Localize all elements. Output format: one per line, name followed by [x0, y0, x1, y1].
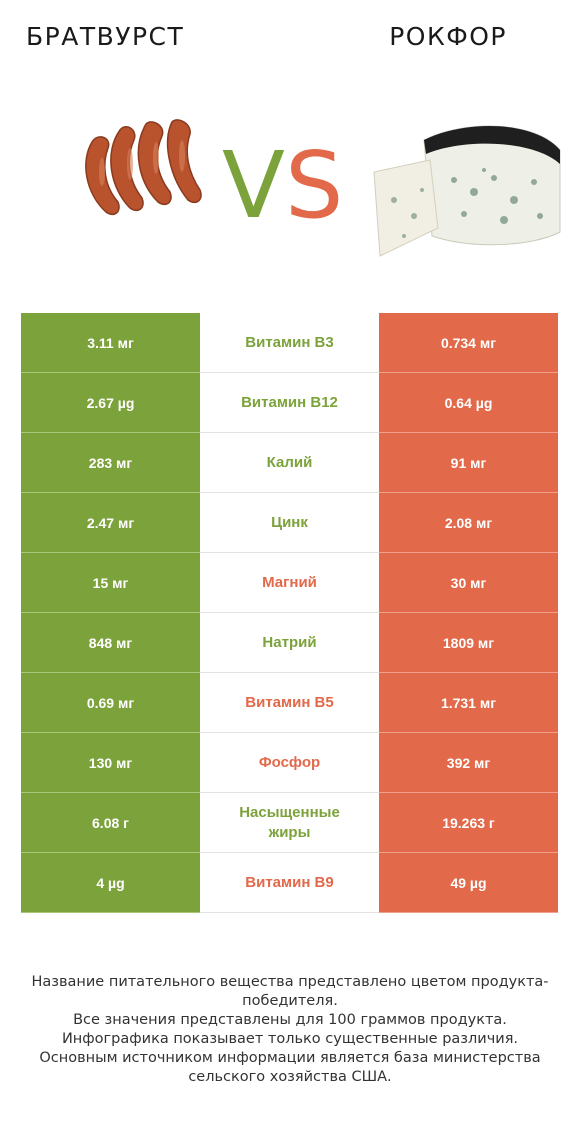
nutrient-name: Калий [200, 433, 379, 493]
table-row: 0.69 мг Витамин B5 1.731 мг [21, 673, 558, 733]
right-value: 19.263 г [379, 793, 558, 853]
nutrient-name-label: Витамин B3 [245, 333, 334, 351]
left-product-title: БРАТВУРСТ [26, 22, 185, 51]
vs-s-letter: S [284, 132, 344, 239]
nutrient-name: Витамин B5 [200, 673, 379, 733]
nutrient-comparison-table: 3.11 мг Витамин B3 0.734 мг 2.67 µg Витамин … [21, 313, 558, 913]
nutrient-name: Натрий [200, 613, 379, 673]
roquefort-image [373, 125, 561, 257]
left-value: 6.08 г [21, 793, 200, 853]
nutrient-name-label: Калий [266, 453, 313, 471]
nutrient-name: Витамин B3 [200, 313, 379, 373]
left-value: 0.69 мг [21, 673, 200, 733]
nutrient-name: Фосфор [200, 733, 379, 793]
table-row: 3.11 мг Витамин B3 0.734 мг [21, 313, 558, 373]
footer-line-2: Все значения представлены для 100 граммо… [73, 1012, 507, 1028]
right-value: 1809 мг [379, 613, 558, 673]
left-value: 130 мг [21, 733, 200, 793]
vs-label: VS [222, 140, 343, 232]
left-value: 4 µg [21, 853, 200, 913]
footer-line-3: Инфографика показывает только существенн… [61, 1031, 519, 1047]
footer-line-1: Название питательного вещества представл… [31, 974, 549, 1009]
nutrient-name-label: Фосфор [258, 753, 321, 771]
right-value: 30 мг [379, 553, 558, 613]
right-value: 49 µg [379, 853, 558, 913]
table-row: 4 µg Витамин B9 49 µg [21, 853, 558, 913]
footer-line-4: Основным источником информации является … [39, 1050, 541, 1085]
left-value: 2.47 мг [21, 493, 200, 553]
table-row: 15 мг Магний 30 мг [21, 553, 558, 613]
table-row: 130 мг Фосфор 392 мг [21, 733, 558, 793]
nutrient-name: Витамин B12 [200, 373, 379, 433]
table-row: 2.67 µg Витамин B12 0.64 µg [21, 373, 558, 433]
nutrient-name-label: Витамин B5 [245, 693, 334, 711]
nutrient-name-label: Натрий [262, 633, 317, 651]
left-value: 283 мг [21, 433, 200, 493]
nutrient-name-label: Магний [262, 573, 317, 591]
right-value: 392 мг [379, 733, 558, 793]
bratwurst-image [85, 119, 202, 216]
table-row: 848 мг Натрий 1809 мг [21, 613, 558, 673]
nutrient-name-label: Витамин B9 [245, 873, 334, 891]
table-row: 283 мг Калий 91 мг [21, 433, 558, 493]
left-value: 848 мг [21, 613, 200, 673]
nutrient-name-label: Насыщенные жиры [239, 803, 340, 841]
nutrient-name: Цинк [200, 493, 379, 553]
nutrient-name: Магний [200, 553, 379, 613]
nutrient-name-label: Цинк [271, 513, 308, 531]
nutrient-name: Насыщенные жиры [200, 793, 379, 853]
nutrient-name-label: Витамин B12 [241, 393, 338, 411]
vs-v-letter: V [222, 132, 285, 239]
left-value: 15 мг [21, 553, 200, 613]
right-product-title: РОКФОР [389, 22, 507, 51]
right-value: 1.731 мг [379, 673, 558, 733]
left-value: 3.11 мг [21, 313, 200, 373]
right-value: 2.08 мг [379, 493, 558, 553]
table-row: 2.47 мг Цинк 2.08 мг [21, 493, 558, 553]
left-value: 2.67 µg [21, 373, 200, 433]
nutrient-name: Витамин B9 [200, 853, 379, 913]
footer-notes: Название питательного вещества представл… [20, 973, 560, 1087]
right-value: 91 мг [379, 433, 558, 493]
right-value: 0.734 мг [379, 313, 558, 373]
right-value: 0.64 µg [379, 373, 558, 433]
table-row: 6.08 г Насыщенные жиры 19.263 г [21, 793, 558, 853]
